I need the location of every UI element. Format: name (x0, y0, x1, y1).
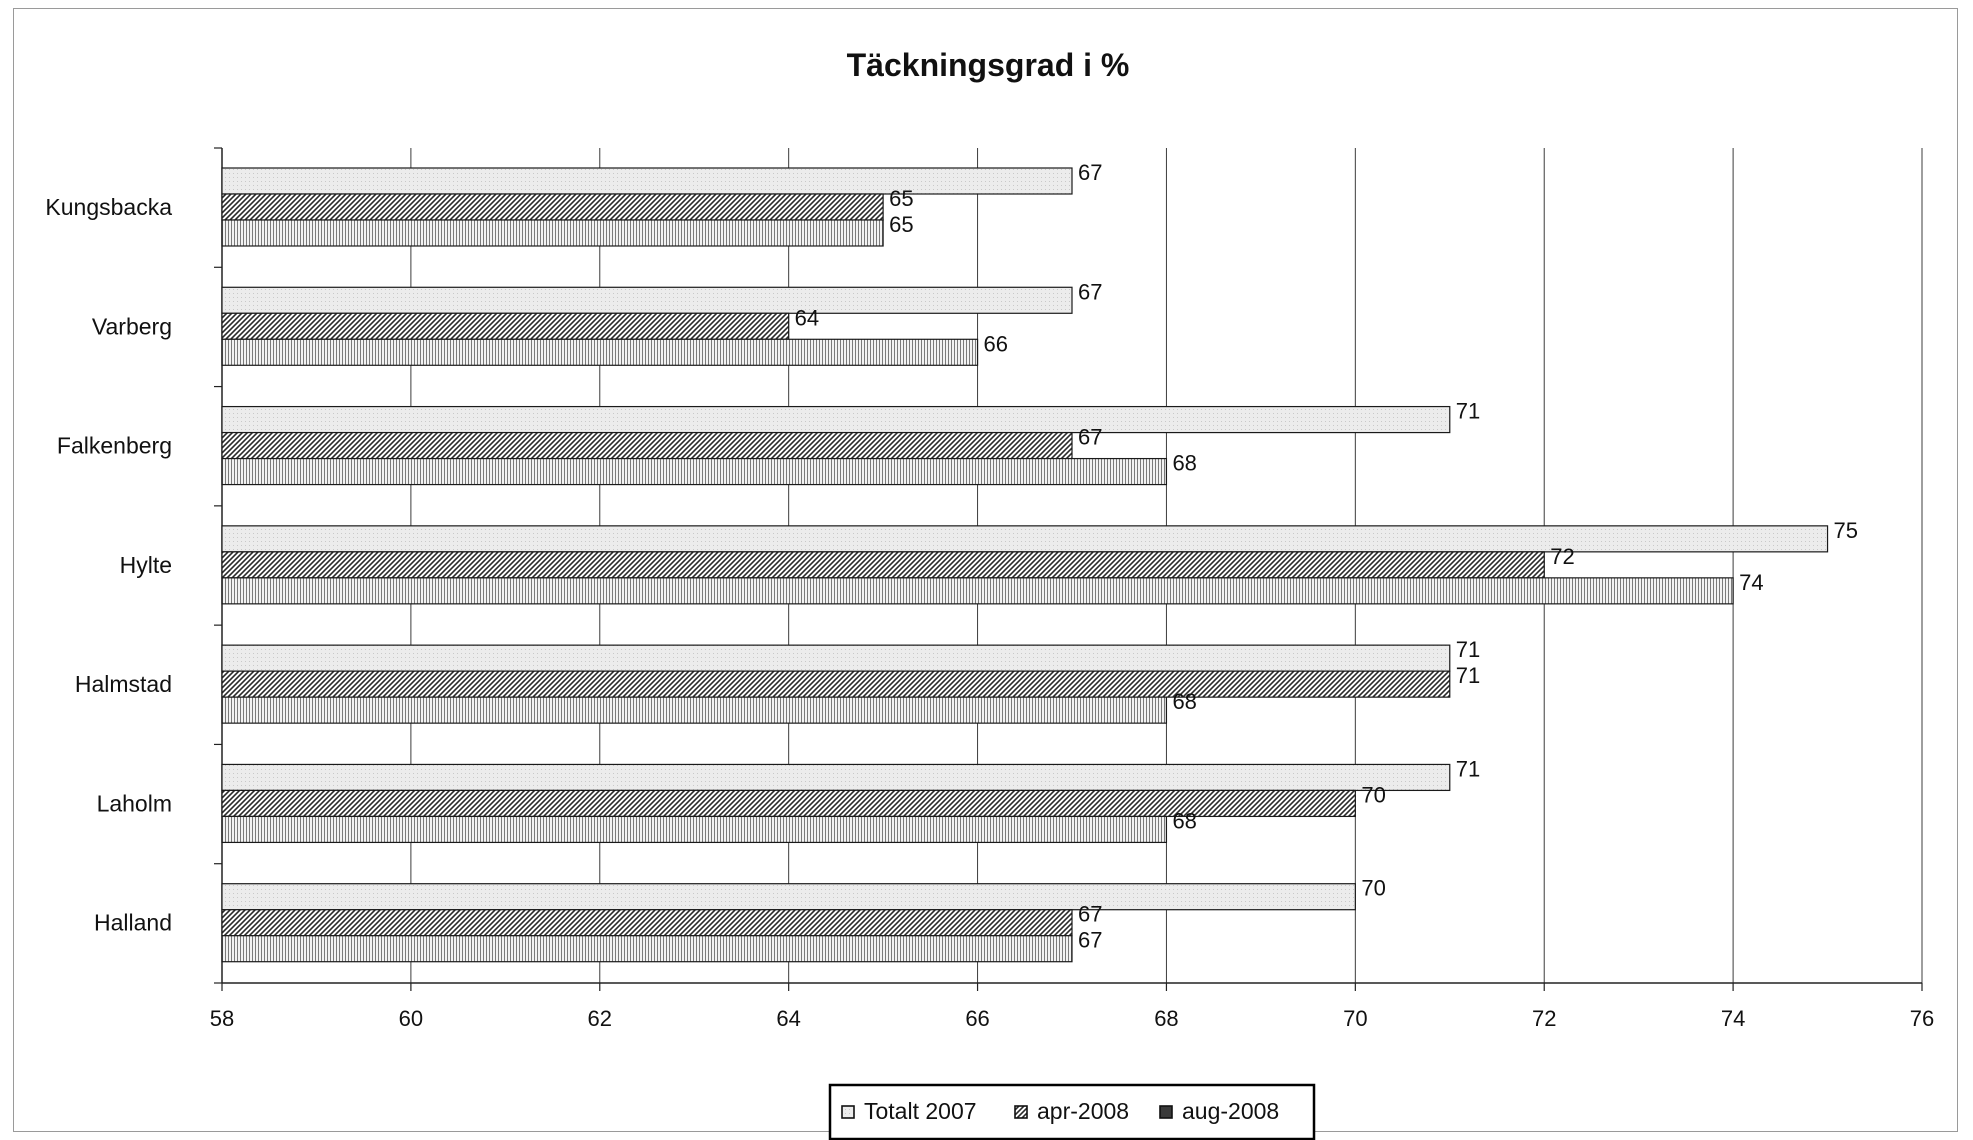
value-label: 68 (1172, 689, 1196, 714)
bar (221, 577, 1734, 605)
bar (221, 670, 1451, 698)
legend-swatch (1159, 1105, 1173, 1119)
x-tick-label: 58 (210, 1006, 234, 1031)
legend-label: apr-2008 (1037, 1098, 1129, 1124)
bar (221, 696, 1168, 724)
x-tick-label: 68 (1154, 1006, 1178, 1031)
x-tick-label: 72 (1532, 1006, 1556, 1031)
bar (221, 909, 1073, 937)
value-label: 65 (889, 212, 913, 237)
legend: Totalt 2007 apr-2008 aug-2008 (828, 1083, 1316, 1140)
x-tick-label: 64 (776, 1006, 800, 1031)
value-label: 71 (1456, 399, 1480, 424)
x-tick-label: 70 (1343, 1006, 1367, 1031)
legend-box (828, 1083, 1316, 1140)
bar (221, 193, 884, 221)
value-label: 74 (1739, 570, 1763, 595)
bar (221, 551, 1545, 579)
bar (221, 789, 1356, 818)
chart-title: Täckningsgrad i % (847, 47, 1130, 83)
value-label: 64 (795, 305, 819, 330)
x-tick-label: 66 (965, 1006, 989, 1031)
value-label: 71 (1456, 756, 1480, 781)
value-label: 67 (1078, 279, 1102, 304)
value-label: 66 (984, 331, 1008, 356)
bar (221, 219, 884, 247)
bar (221, 312, 790, 340)
category-label: Kungsbacka (45, 194, 172, 220)
legend-swatch (841, 1105, 855, 1119)
value-label: 68 (1172, 451, 1196, 476)
bar (221, 525, 1829, 553)
bar (221, 405, 1451, 434)
x-tick-label: 74 (1721, 1006, 1745, 1031)
bar (221, 167, 1073, 195)
value-label: 67 (1078, 902, 1102, 927)
category-label: Halmstad (75, 671, 172, 697)
category-label: Laholm (97, 790, 172, 816)
x-tick-label: 76 (1910, 1006, 1934, 1031)
x-tick-label: 62 (588, 1006, 612, 1031)
legend-label: aug-2008 (1182, 1098, 1279, 1124)
value-label: 75 (1834, 518, 1858, 543)
value-label: 71 (1456, 637, 1480, 662)
bar (221, 286, 1073, 314)
value-label: 72 (1550, 544, 1574, 569)
category-label: Halland (94, 910, 172, 936)
bar (221, 815, 1168, 844)
value-label: 65 (889, 186, 913, 211)
legend-label: Totalt 2007 (864, 1098, 977, 1124)
bar (221, 883, 1356, 911)
legend-swatch (1014, 1105, 1028, 1119)
value-label: 67 (1078, 425, 1102, 450)
category-label: Falkenberg (57, 433, 172, 459)
bar (221, 431, 1073, 460)
bar (221, 457, 1168, 486)
value-label: 67 (1078, 928, 1102, 953)
bar (221, 935, 1073, 963)
x-tick-label: 60 (399, 1006, 423, 1031)
value-label: 70 (1361, 782, 1385, 807)
bar (221, 338, 979, 366)
value-label: 67 (1078, 160, 1102, 185)
category-label: Hylte (120, 552, 172, 578)
bar (221, 763, 1451, 792)
category-label: Varberg (92, 313, 172, 339)
value-label: 70 (1361, 876, 1385, 901)
value-label: 71 (1456, 663, 1480, 688)
bar (221, 644, 1451, 672)
value-label: 68 (1172, 808, 1196, 833)
